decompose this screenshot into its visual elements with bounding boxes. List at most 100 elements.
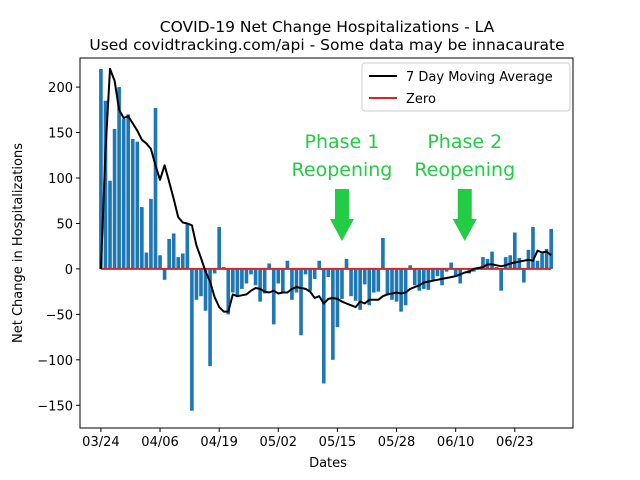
bar: [130, 138, 135, 269]
bar: [267, 263, 272, 269]
annotation-phase-2-line-1: Phase 2: [427, 131, 502, 153]
bar: [212, 268, 217, 274]
bar: [517, 258, 522, 269]
bar: [99, 68, 103, 269]
bar: [180, 253, 185, 269]
bar: [549, 228, 553, 269]
bar: [403, 268, 408, 306]
y-axis-label: Net Change in Hospitalizations: [11, 143, 26, 343]
x-tick-label: 04/06: [141, 435, 178, 450]
annotations-group: Phase 1 Reopening Phase 2 Reopening: [292, 131, 515, 241]
bars-group: [99, 68, 553, 411]
bar: [340, 268, 344, 299]
moving-average-line: [99, 67, 552, 313]
legend-moving-average-label: 7 Day Moving Average: [406, 70, 553, 85]
x-tick-label: 04/19: [200, 435, 237, 450]
bar: [321, 268, 326, 384]
bar: [299, 268, 303, 336]
bar: [230, 268, 235, 293]
bar: [271, 268, 276, 325]
bar: [417, 268, 422, 291]
y-tick-label: 200: [48, 81, 73, 96]
legend-zero-label: Zero: [406, 92, 436, 107]
chart-title: COVID-19 Net Change Hospitalizations - L…: [160, 18, 495, 36]
bar: [435, 268, 440, 277]
bar: [103, 100, 108, 269]
bar: [540, 253, 544, 269]
bar: [535, 260, 540, 269]
y-tick-label: −150: [37, 399, 73, 414]
x-tick-label: 06/10: [437, 435, 474, 450]
bar: [440, 268, 444, 286]
bar: [290, 268, 294, 300]
bar: [408, 265, 413, 269]
annotation-phase-1-line-1: Phase 1: [305, 131, 380, 153]
bar: [362, 268, 367, 285]
bar: [199, 268, 203, 297]
bar: [149, 198, 153, 269]
bar: [331, 268, 335, 360]
bar: [140, 207, 144, 269]
bar: [258, 268, 262, 302]
y-tick-label: 0: [65, 263, 73, 278]
bar: [276, 268, 281, 284]
bar: [358, 268, 362, 310]
bar: [108, 180, 112, 269]
bar: [167, 238, 171, 269]
down-arrow-icon: [329, 189, 354, 241]
bar: [367, 268, 372, 306]
x-tick-label: 03/24: [82, 435, 119, 450]
legend: 7 Day Moving Average Zero: [361, 62, 571, 112]
bar: [171, 233, 176, 269]
y-tick-label: −50: [46, 308, 73, 323]
x-tick-label: 06/23: [496, 435, 533, 450]
x-tick-label: 05/02: [260, 435, 297, 450]
bar: [349, 268, 353, 297]
bar: [203, 268, 208, 311]
bar: [162, 268, 167, 280]
bar: [158, 255, 162, 269]
bar: [453, 268, 458, 277]
bar: [185, 224, 190, 269]
bar: [235, 268, 240, 298]
y-tick-label: 150: [48, 127, 73, 142]
plot-frame: [79, 57, 574, 429]
y-tick-label: 100: [48, 172, 73, 187]
legend-frame: [361, 62, 571, 112]
bar: [176, 257, 181, 269]
bar: [522, 268, 526, 283]
bar: [317, 260, 322, 269]
bar: [481, 257, 485, 269]
axes-group: 03/24 04/06 04/19 05/02 05/15 05/28 06/10 06/23…: [37, 57, 574, 450]
bar: [190, 268, 194, 411]
bar: [144, 252, 149, 269]
bar: [121, 118, 126, 269]
bar: [458, 268, 463, 284]
bar: [444, 268, 449, 272]
bar: [281, 268, 285, 294]
bar: [240, 268, 244, 289]
bar: [253, 268, 258, 286]
bar: [312, 268, 317, 279]
bar: [422, 268, 426, 289]
lines-group: [99, 67, 552, 313]
x-tick-label: 05/15: [319, 435, 356, 450]
bar: [531, 227, 535, 269]
bar: [217, 227, 221, 269]
annotation-phase-2-line-2: Reopening: [414, 159, 515, 181]
bar: [512, 232, 517, 269]
bar: [194, 268, 199, 300]
x-axis-label: Dates: [309, 456, 347, 471]
y-tick-label: 50: [56, 217, 73, 232]
bar: [381, 238, 385, 269]
bar: [208, 268, 212, 367]
title-group: COVID-19 Net Change Hospitalizations - L…: [89, 18, 564, 54]
bar: [490, 251, 494, 269]
bar: [353, 268, 358, 301]
bar: [294, 268, 299, 293]
bar: [308, 268, 312, 291]
bar: [371, 268, 376, 293]
bar: [153, 108, 158, 269]
bar: [472, 268, 476, 272]
